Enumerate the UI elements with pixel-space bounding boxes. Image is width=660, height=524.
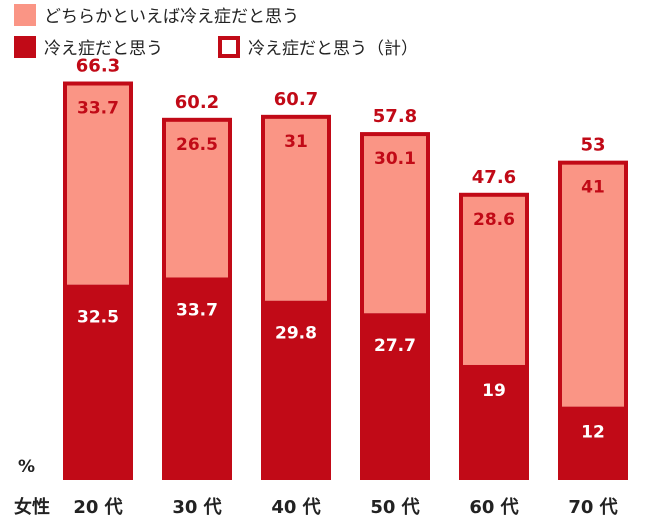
bar-stack [459, 192, 529, 480]
legend-swatch-outline [218, 36, 240, 58]
bar-total-outline [459, 192, 529, 480]
total-label: 53 [580, 135, 605, 156]
x-tick-label: 40 代 [271, 497, 320, 518]
bar-segment-sensitive [461, 364, 527, 478]
bar-segment-somewhat-sensitive [263, 116, 329, 301]
legend-swatch [14, 4, 36, 26]
segment-label-sensitive: 19 [482, 381, 506, 401]
bar-total-outline [162, 117, 232, 480]
x-tick-label: 50 代 [370, 497, 419, 518]
x-tick-label: 60 代 [469, 497, 518, 518]
data-labels: 66.3 33.7 32.5 60.2 26.5 33.7 60.7 31 29.8 57.8 30… [76, 56, 606, 443]
legend-label: どちらかといえば冷え症だと思う [44, 7, 299, 27]
segment-label-sensitive: 12 [581, 423, 605, 443]
segment-label-somewhat-sensitive: 28.6 [473, 210, 515, 230]
x-tick-label: 70 代 [568, 497, 617, 518]
bar-segment-sensitive [164, 277, 230, 478]
unit-label: % [18, 457, 35, 477]
segment-label-somewhat-sensitive: 30.1 [374, 149, 416, 169]
bar-total-outline [558, 160, 628, 480]
segment-label-somewhat-sensitive: 26.5 [176, 135, 218, 155]
bar-segment-somewhat-sensitive [560, 162, 626, 407]
bar-segment-somewhat-sensitive [65, 83, 131, 285]
total-label: 60.2 [175, 92, 219, 113]
bar-stack [558, 160, 628, 480]
bar-stack [63, 81, 133, 480]
x-axis: 20 代 30 代 40 代 50 代 60 代 70 代% 女性 [14, 457, 618, 518]
segment-label-sensitive: 32.5 [77, 308, 119, 328]
category-group-label: 女性 [14, 496, 50, 518]
bar-total-outline [261, 114, 331, 481]
total-label: 47.6 [472, 167, 516, 188]
bar-stack [261, 114, 331, 481]
bar-segment-sensitive [263, 300, 329, 478]
legend-label: 冷え症だと思う（計） [248, 39, 418, 59]
legend-label: 冷え症だと思う [44, 39, 163, 59]
total-label: 57.8 [373, 106, 417, 127]
bar-segment-sensitive [65, 284, 131, 478]
bar-total-outline [63, 81, 133, 480]
segment-label-somewhat-sensitive: 41 [581, 178, 605, 198]
legend-item: 冷え症だと思う [14, 36, 163, 59]
total-label: 60.7 [274, 89, 318, 110]
bars [63, 81, 628, 481]
segment-label-sensitive: 29.8 [275, 324, 317, 344]
bar-segment-somewhat-sensitive [164, 119, 230, 278]
segment-label-somewhat-sensitive: 33.7 [77, 99, 119, 119]
bar-segment-somewhat-sensitive [461, 194, 527, 365]
bar-stack [162, 117, 232, 480]
bar-segment-somewhat-sensitive [362, 134, 428, 314]
total-label: 66.3 [76, 56, 120, 77]
bar-stack [360, 132, 430, 480]
legend-item: どちらかといえば冷え症だと思う [14, 4, 299, 27]
segment-label-somewhat-sensitive: 31 [284, 132, 308, 152]
bar-segment-sensitive [560, 406, 626, 478]
x-tick-label: 30 代 [172, 497, 221, 518]
bar-total-outline [360, 132, 430, 480]
segment-label-sensitive: 27.7 [374, 336, 416, 356]
bar-segment-sensitive [362, 313, 428, 478]
legend-item: 冷え症だと思う（計） [218, 36, 418, 59]
legend-swatch [14, 36, 36, 58]
x-tick-label: 20 代 [73, 497, 122, 518]
segment-label-sensitive: 33.7 [176, 300, 218, 320]
